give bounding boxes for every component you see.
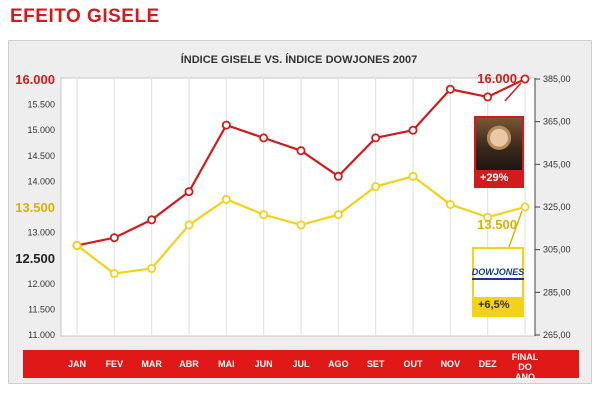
dowjones-logo-text: DOWJONES: [471, 267, 525, 280]
x-tick-label: MAI: [218, 359, 235, 369]
x-tick-label: ABR: [179, 359, 199, 369]
y-right-tick-label: 345,00: [543, 159, 571, 169]
x-tick-label: MAR: [141, 359, 162, 369]
series-1-point: [72, 240, 82, 250]
x-tick-label: JUN: [255, 359, 273, 369]
series-1-point: [147, 263, 157, 273]
x-tick-label: DEZ: [479, 359, 498, 369]
gisele-photo-icon: [476, 118, 522, 170]
x-tick-label: SET: [367, 359, 385, 369]
chart: ÍNDICE GISELE VS. ÍNDICE DOWJONES 2007 1…: [15, 53, 579, 382]
y-left-tick-label: 15.000: [27, 125, 55, 135]
gisele-change: +29%: [480, 172, 509, 184]
y-left-tick-label: 15.500: [27, 100, 55, 110]
series-0-connector: [504, 82, 522, 102]
gisele-badge: +29%: [474, 116, 524, 188]
y-left-tick-label: 13.500: [15, 200, 55, 215]
y-right-tick-label: 285,00: [543, 287, 571, 297]
chart-card: ÍNDICE GISELE VS. ÍNDICE DOWJONES 2007 1…: [8, 40, 592, 384]
y-left-tick-label: 11.500: [28, 304, 55, 314]
series-1-point: [259, 210, 269, 220]
y-left-tick-label: 14.500: [27, 151, 55, 161]
series-0-point: [483, 92, 493, 102]
series-0-point: [333, 171, 343, 181]
series-1-point: [408, 171, 418, 181]
dowjones-badge: DOWJONES +6,5%: [471, 247, 525, 317]
series-1-point: [296, 220, 306, 230]
x-axis-bar: [23, 350, 579, 378]
series-0-end-label: 16.000: [477, 71, 517, 86]
y-left-tick-label: 11.000: [28, 330, 55, 340]
y-left-tick-label: 13.000: [27, 228, 55, 238]
chart-title: ÍNDICE GISELE VS. ÍNDICE DOWJONES 2007: [181, 53, 418, 66]
series-1-point: [184, 220, 194, 230]
x-tick-label: OUT: [404, 359, 424, 369]
x-tick-label: FINAL DO ANO: [512, 352, 539, 382]
x-tick-label: JUL: [292, 359, 310, 369]
dowjones-logo-icon: DOWJONES: [471, 249, 525, 297]
series-1-point: [333, 210, 343, 220]
y-left-tick-label: 16.000: [15, 72, 55, 87]
series-1-end-label: 13.500: [477, 217, 517, 232]
y-right-tick-label: 365,00: [543, 117, 571, 127]
series-0-point: [109, 233, 119, 243]
series-0-point: [520, 74, 530, 84]
plot-area: [60, 77, 536, 337]
y-right-tick-label: 305,00: [543, 245, 571, 255]
series-0-point: [221, 120, 231, 130]
series-0-point: [184, 187, 194, 197]
series-0-point: [147, 215, 157, 225]
series-1-point: [109, 269, 119, 279]
series-1-point: [221, 194, 231, 204]
x-tick-label: FEV: [106, 359, 124, 369]
x-tick-label: JAN: [68, 359, 86, 369]
series-1-point: [483, 212, 493, 222]
y-right-tick-label: 385,00: [543, 74, 571, 84]
series-1-point: [520, 202, 530, 212]
series-1-connector: [508, 210, 523, 248]
series-0-point: [371, 133, 381, 143]
series-1-point: [371, 182, 381, 192]
y-right-tick-label: 325,00: [543, 202, 571, 212]
y-right-tick-label: 265,00: [543, 330, 571, 340]
series-0-point: [408, 125, 418, 135]
y-left-tick-label: 12.000: [27, 279, 55, 289]
y-left-tick-label: 14.000: [27, 176, 55, 186]
y-left-tick-label: 12.500: [15, 251, 55, 266]
series-0-point: [445, 84, 455, 94]
series-0-point: [296, 146, 306, 156]
x-tick-label: AGO: [328, 359, 349, 369]
series-0-point: [259, 133, 269, 143]
dowjones-change: +6,5%: [478, 299, 510, 311]
x-tick-label: NOV: [441, 359, 461, 369]
series-1-point: [445, 199, 455, 209]
page-title: EFEITO GISELE: [10, 6, 160, 27]
